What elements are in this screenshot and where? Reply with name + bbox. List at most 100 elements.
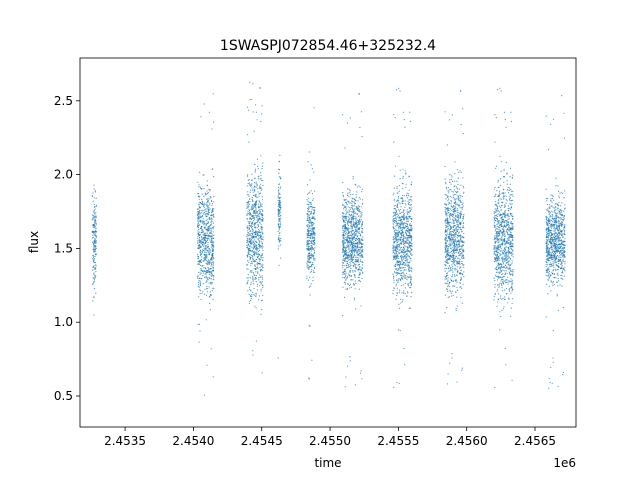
data-point xyxy=(259,235,262,237)
data-point xyxy=(203,188,205,190)
data-point xyxy=(444,261,446,263)
data-point xyxy=(247,207,249,209)
data-point xyxy=(407,254,409,256)
data-point xyxy=(207,227,209,229)
data-point xyxy=(210,230,212,232)
data-point xyxy=(341,241,344,243)
data-point xyxy=(197,230,199,232)
data-point xyxy=(212,264,214,266)
data-point xyxy=(198,240,201,242)
data-point xyxy=(407,226,409,228)
data-point xyxy=(404,203,406,205)
data-point xyxy=(93,266,95,268)
data-point xyxy=(307,227,309,229)
data-point xyxy=(404,293,406,295)
data-point xyxy=(252,279,254,281)
data-point xyxy=(307,215,309,217)
data-point xyxy=(453,206,455,208)
data-point xyxy=(452,271,454,273)
data-point xyxy=(209,227,211,229)
data-point xyxy=(457,218,459,220)
data-point xyxy=(211,270,213,272)
data-point xyxy=(206,255,208,257)
data-point xyxy=(261,179,263,181)
data-point xyxy=(353,201,355,203)
data-point xyxy=(262,246,264,248)
data-point xyxy=(212,248,214,250)
data-point xyxy=(314,210,316,212)
data-point xyxy=(354,270,356,272)
data-point xyxy=(454,180,456,182)
data-point xyxy=(449,239,451,241)
data-point xyxy=(454,213,456,215)
data-point xyxy=(398,272,400,275)
data-point xyxy=(309,237,312,239)
data-point xyxy=(449,362,451,364)
data-point xyxy=(348,266,350,268)
data-point xyxy=(407,283,409,285)
data-point xyxy=(342,231,344,233)
data-point xyxy=(257,203,260,205)
data-point xyxy=(249,230,251,232)
data-point xyxy=(198,296,200,298)
data-point xyxy=(197,260,199,262)
data-point xyxy=(206,202,208,204)
data-point xyxy=(204,203,206,205)
data-point xyxy=(200,221,202,223)
data-point xyxy=(410,287,412,289)
data-point xyxy=(406,249,408,251)
data-point xyxy=(392,194,394,196)
data-point xyxy=(451,357,453,359)
data-point xyxy=(92,249,94,251)
data-point xyxy=(345,229,347,231)
data-point xyxy=(255,226,257,228)
data-point xyxy=(201,242,203,244)
data-point xyxy=(248,109,250,111)
data-point xyxy=(310,221,312,223)
data-point xyxy=(410,183,412,185)
data-point xyxy=(411,181,413,183)
data-point xyxy=(459,199,461,201)
data-point xyxy=(359,273,361,275)
data-point xyxy=(459,250,462,253)
data-point xyxy=(261,206,263,208)
data-point xyxy=(314,234,316,237)
data-point xyxy=(357,261,359,263)
data-point xyxy=(503,241,505,243)
data-point xyxy=(208,282,210,284)
data-point xyxy=(204,243,206,245)
data-point xyxy=(251,199,253,201)
data-point xyxy=(396,292,399,294)
data-point xyxy=(197,195,199,197)
data-point xyxy=(199,264,201,267)
data-point xyxy=(401,222,403,224)
data-point xyxy=(450,278,452,280)
data-point xyxy=(394,247,397,249)
data-point xyxy=(353,204,355,206)
data-point xyxy=(399,330,401,332)
data-point xyxy=(355,249,357,251)
data-point xyxy=(344,268,346,270)
data-point xyxy=(262,210,264,212)
data-point xyxy=(406,279,408,281)
data-point xyxy=(459,263,461,265)
data-point xyxy=(260,288,262,290)
data-point xyxy=(495,193,497,195)
data-point xyxy=(310,245,312,247)
data-point xyxy=(461,369,463,371)
data-point xyxy=(199,216,201,218)
data-point xyxy=(254,251,256,253)
data-point xyxy=(405,277,407,279)
data-point xyxy=(94,255,96,257)
data-point xyxy=(93,211,95,213)
data-point xyxy=(94,221,96,223)
data-point xyxy=(207,259,210,261)
data-point xyxy=(409,235,411,237)
data-point xyxy=(205,225,207,227)
data-point xyxy=(344,227,346,229)
data-point xyxy=(449,259,451,261)
data-point xyxy=(311,217,313,219)
data-point xyxy=(455,191,457,193)
data-point xyxy=(257,191,259,193)
data-point xyxy=(344,235,346,237)
